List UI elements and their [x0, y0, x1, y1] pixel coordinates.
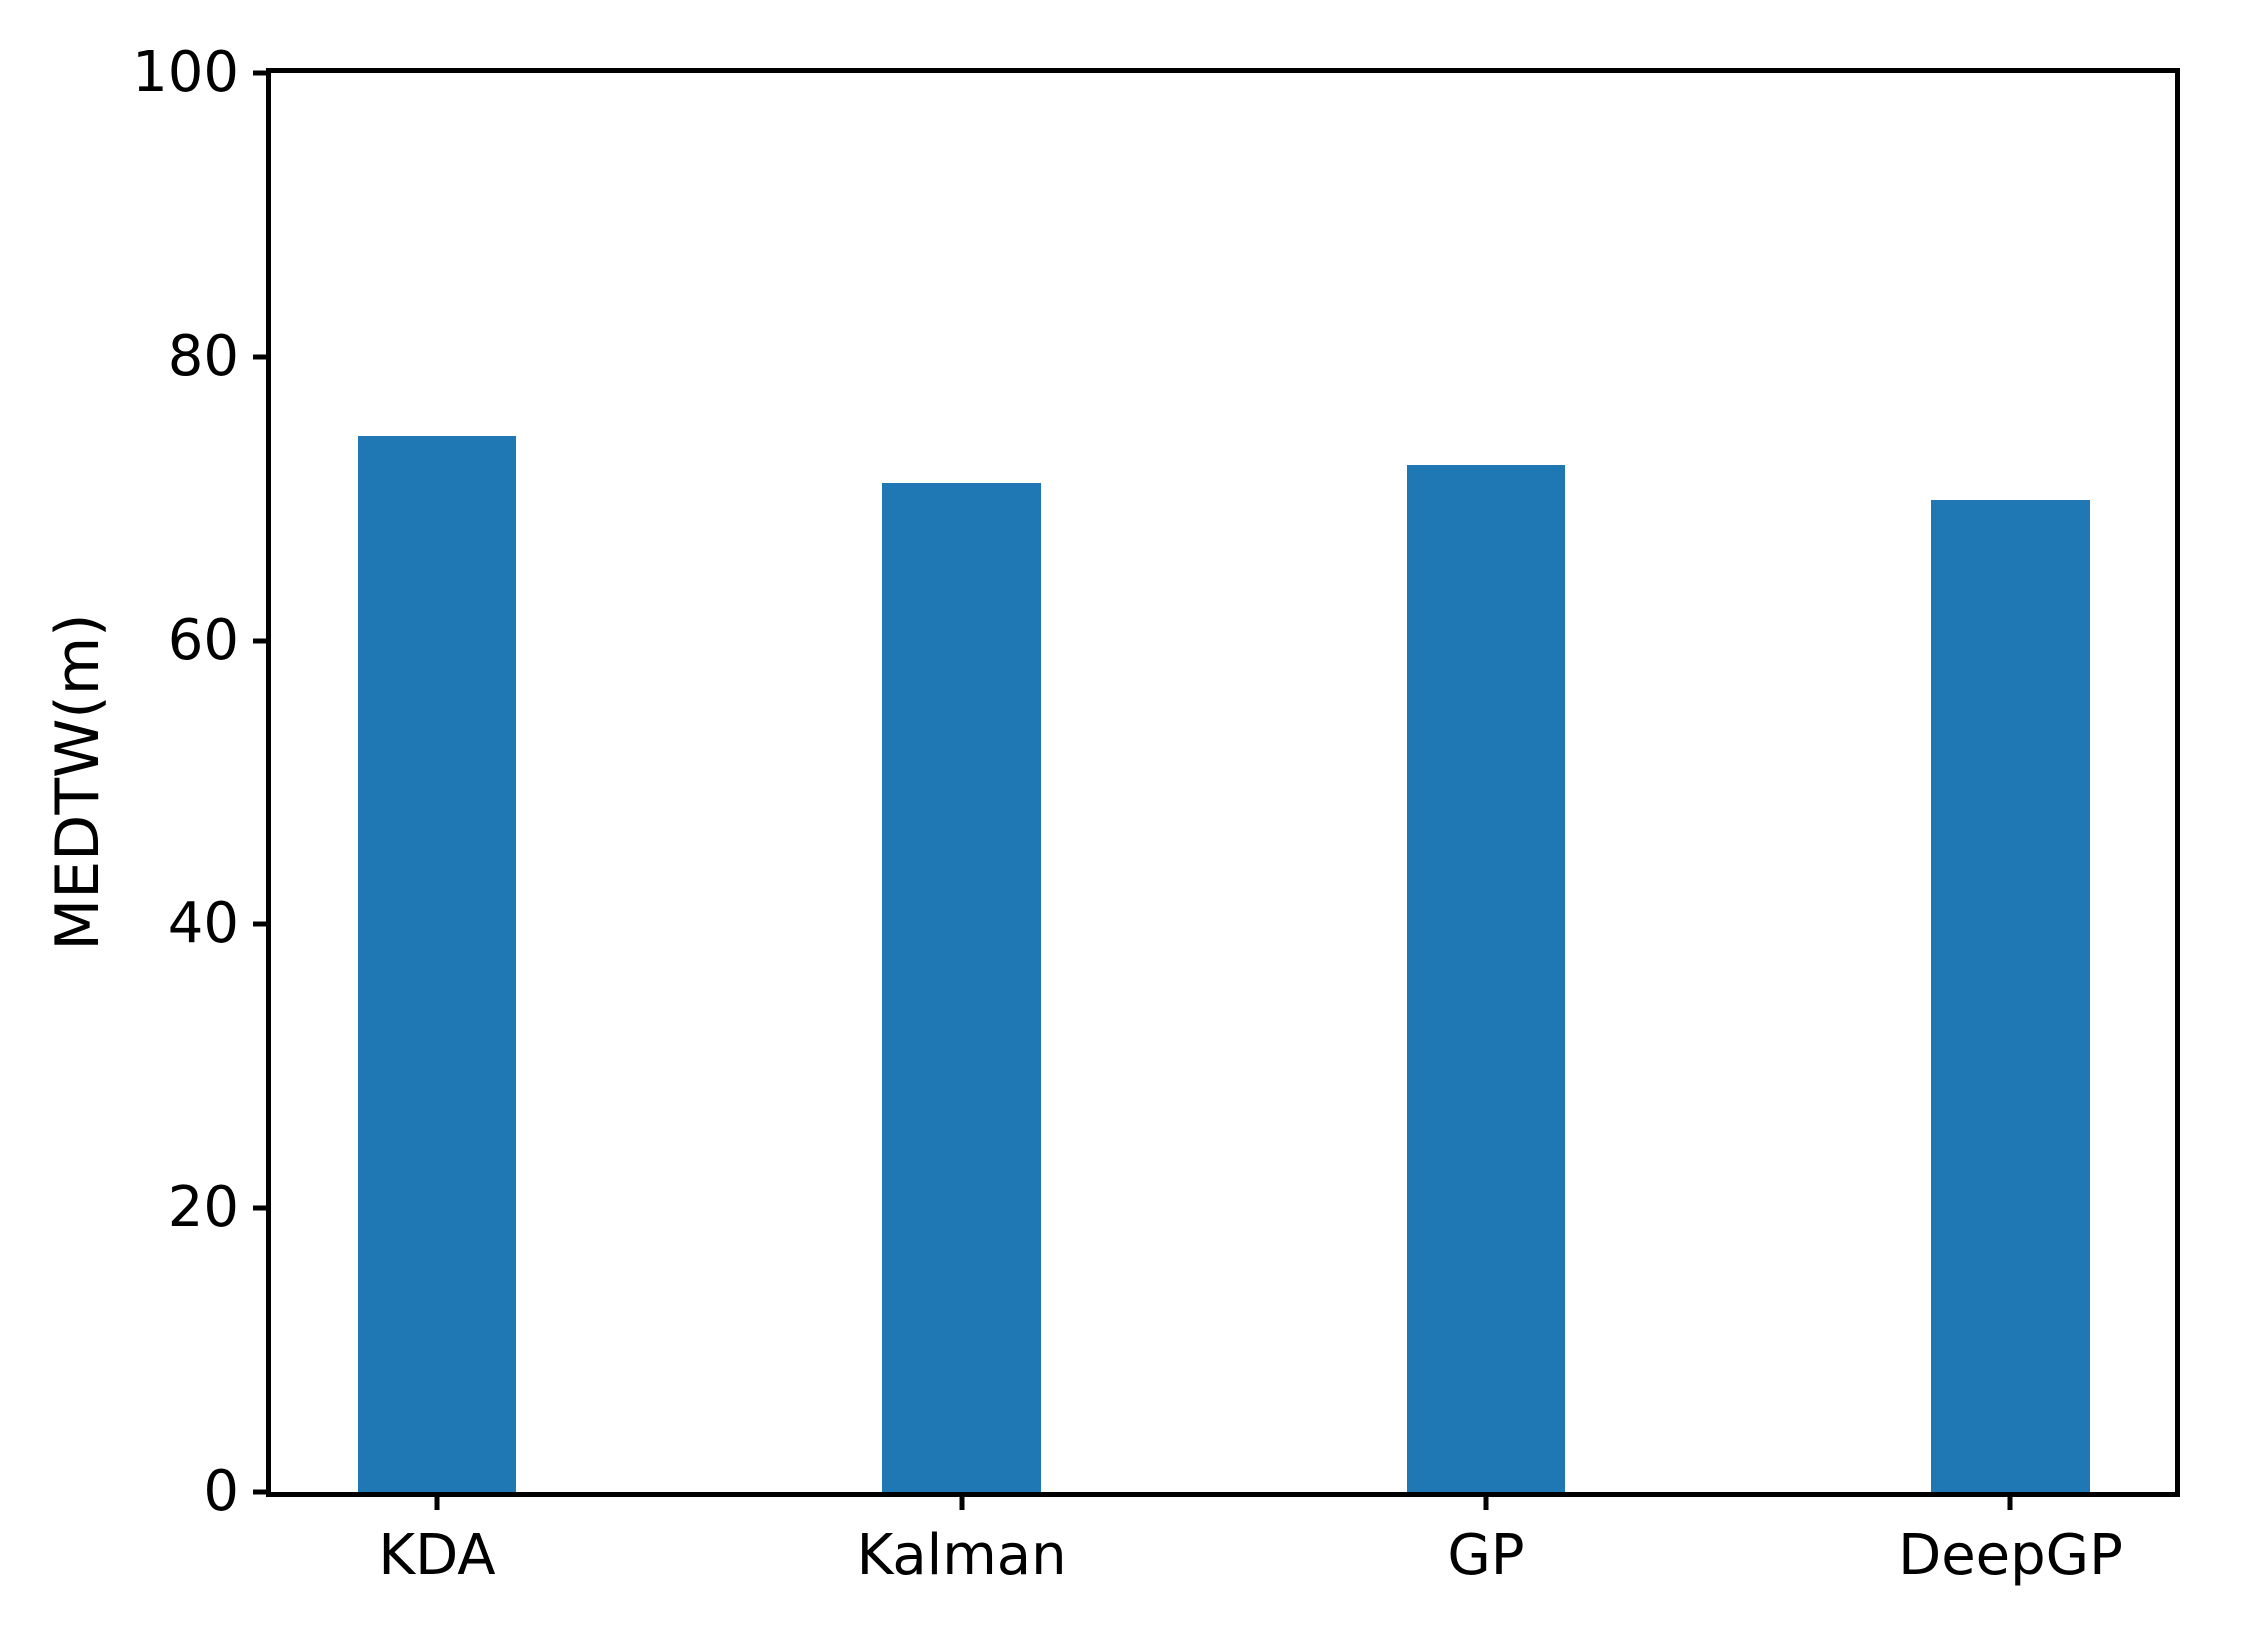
x-tick-mark-Kalman — [959, 1492, 965, 1510]
y-axis-label: MEDTW(m) — [43, 613, 113, 951]
x-tick-mark-DeepGP — [2007, 1492, 2013, 1510]
x-tick-label-GP: GP — [1447, 1523, 1525, 1588]
plot-area: 0 20 40 60 80 100 KDA Kalman GP DeepGP — [132, 45, 2180, 1584]
y-tick-mark-100 — [253, 70, 271, 76]
x-tick-mark-GP — [1483, 1492, 1489, 1510]
bar-Kalman — [882, 483, 1041, 1492]
bar-DeepGP — [1931, 500, 2090, 1492]
y-tick-label-80: 80 — [167, 323, 239, 389]
y-tick-label-40: 40 — [167, 891, 239, 957]
y-tick-label-20: 20 — [167, 1175, 239, 1241]
y-tick-mark-20 — [253, 1205, 271, 1211]
y-tick-mark-40 — [253, 921, 271, 927]
y-tick-mark-0 — [253, 1489, 271, 1495]
y-tick-label-60: 60 — [167, 607, 239, 673]
bar-GP — [1406, 464, 1566, 1492]
y-tick-mark-60 — [253, 638, 271, 644]
x-tick-mark-KDA — [434, 1492, 440, 1510]
bar-KDA — [357, 436, 517, 1492]
y-tick-label-100: 100 — [132, 40, 239, 105]
x-tick-label-Kalman: Kalman — [856, 1523, 1067, 1588]
x-tick-label-DeepGP: DeepGP — [1898, 1523, 2123, 1588]
y-tick-mark-80 — [253, 354, 271, 360]
y-tick-label-0: 0 — [203, 1459, 239, 1524]
x-tick-label-KDA: KDA — [378, 1523, 496, 1588]
